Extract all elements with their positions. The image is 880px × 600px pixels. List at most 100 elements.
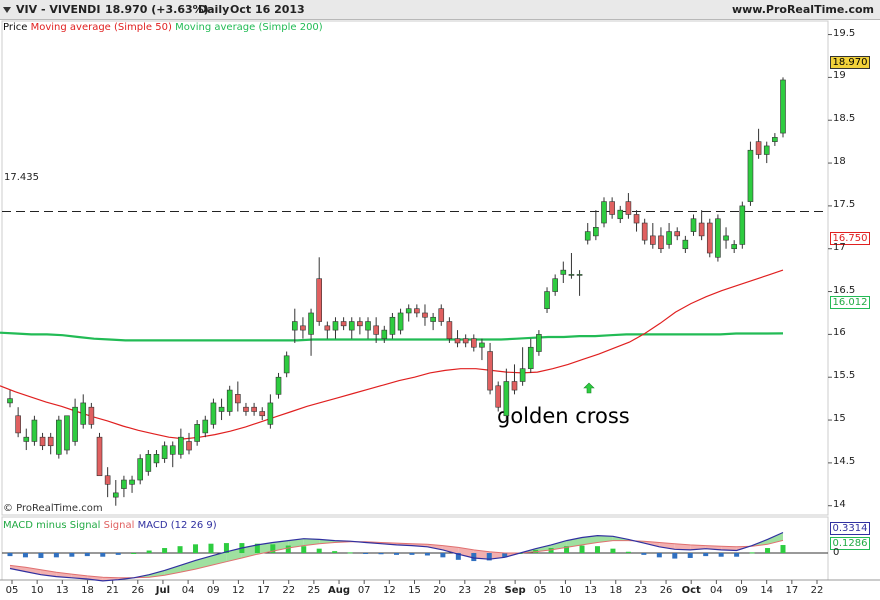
macd-hist-bar bbox=[38, 553, 44, 558]
candle-up bbox=[332, 321, 339, 331]
candle-down bbox=[373, 325, 379, 335]
macd-hist-bar bbox=[656, 553, 662, 558]
date-tick-label: 15 bbox=[408, 585, 421, 596]
candle-up bbox=[715, 218, 721, 258]
candle-down bbox=[15, 415, 21, 434]
candle-up bbox=[731, 244, 737, 250]
candle-up bbox=[202, 419, 209, 434]
date-tick-label: 18 bbox=[81, 585, 94, 596]
macd-fill bbox=[257, 542, 273, 555]
candle-up bbox=[601, 201, 607, 224]
candle-down bbox=[300, 325, 306, 331]
candle-up bbox=[617, 209, 624, 220]
macd-hist-bar bbox=[53, 553, 59, 558]
date-tick-label: Sep bbox=[504, 585, 526, 596]
macd-zero-label: 0 bbox=[833, 547, 840, 558]
price-tick-label: 19.5 bbox=[833, 27, 856, 39]
dropdown-arrow-icon[interactable] bbox=[3, 7, 11, 13]
macd-fill bbox=[582, 535, 598, 545]
date-tick-label: 18 bbox=[609, 585, 623, 596]
macd-hist-bar bbox=[564, 546, 570, 553]
date-tick-label: 22 bbox=[282, 585, 296, 596]
date-tick-label: 20 bbox=[433, 585, 447, 596]
macd-hist-bar bbox=[332, 551, 338, 553]
candle-down bbox=[609, 201, 615, 215]
macd-hist-bar bbox=[394, 553, 399, 555]
price-tick-label: 19 bbox=[833, 70, 846, 82]
legend-price: Price bbox=[3, 22, 28, 33]
date-tick-label: 04 bbox=[181, 585, 195, 596]
site-url[interactable]: www.ProRealTime.com bbox=[731, 3, 874, 16]
candle-up bbox=[23, 436, 30, 442]
date-tick-label: 22 bbox=[810, 585, 824, 596]
macd-fill bbox=[442, 545, 459, 555]
date-tick-label: 21 bbox=[106, 585, 119, 596]
macd-hist-bar bbox=[780, 545, 786, 553]
price-legend: Price Moving average (Simple 50) Moving … bbox=[3, 22, 323, 33]
price-tick-label: 14 bbox=[833, 498, 846, 510]
candle-up bbox=[194, 424, 200, 442]
candle-up bbox=[690, 218, 697, 232]
candle-down bbox=[186, 441, 192, 451]
candle-up bbox=[519, 368, 526, 382]
candle-up bbox=[365, 321, 371, 331]
candle-down bbox=[324, 325, 331, 331]
legend-macd-hist: MACD minus Signal bbox=[3, 520, 101, 531]
macd-hist-bar bbox=[100, 553, 106, 557]
macd-hist-bar bbox=[84, 553, 90, 557]
macd-hist-bar bbox=[765, 548, 771, 553]
candle-down bbox=[454, 338, 461, 344]
macd-fill bbox=[674, 543, 691, 550]
candle-up bbox=[584, 231, 591, 241]
macd-value-box: 0.3314 bbox=[830, 522, 870, 535]
ma200-line bbox=[0, 331, 784, 342]
candle-down bbox=[438, 308, 445, 322]
candle-down bbox=[243, 406, 249, 412]
candle-up bbox=[763, 145, 770, 155]
macd-hist-bar bbox=[378, 553, 384, 555]
candle-up bbox=[479, 342, 485, 348]
macd-hist-bar bbox=[131, 553, 137, 554]
candle-up bbox=[275, 376, 282, 395]
date-tick-label: 10 bbox=[559, 585, 572, 596]
date-tick-label: 26 bbox=[659, 585, 673, 596]
candle-up bbox=[780, 79, 786, 134]
candle-up bbox=[397, 312, 404, 331]
candle-down bbox=[259, 411, 266, 417]
date-tick-label: 17 bbox=[785, 585, 799, 596]
macd-hist-bar bbox=[718, 553, 724, 557]
date-tick-label: 05 bbox=[5, 585, 19, 596]
annotation-golden-cross: golden cross bbox=[497, 404, 630, 428]
date-tick-label: 09 bbox=[735, 585, 748, 596]
price-tick-label: 16.5 bbox=[833, 284, 856, 296]
candle-up bbox=[31, 419, 38, 442]
candle-up bbox=[739, 205, 746, 245]
macd-fill bbox=[721, 546, 737, 551]
candle-up bbox=[381, 329, 388, 339]
macd-line bbox=[9, 531, 784, 582]
legend-signal: Signal bbox=[103, 520, 135, 531]
candle-up bbox=[7, 398, 13, 404]
macd-fill bbox=[458, 547, 474, 558]
candle-down bbox=[446, 321, 453, 339]
candle-up bbox=[527, 346, 534, 369]
candle-down bbox=[641, 222, 648, 241]
macd-hist-bar bbox=[285, 545, 291, 553]
candle-down bbox=[47, 436, 54, 447]
legend-ma50: Moving average (Simple 50) bbox=[30, 22, 172, 33]
macd-hist-bar bbox=[177, 546, 183, 553]
candle-up bbox=[389, 316, 396, 335]
chart-header: VIV - VIVENDI 18.970 (+3.63%) Daily Oct … bbox=[0, 0, 880, 20]
candle-down bbox=[706, 222, 713, 254]
candle-up bbox=[153, 454, 160, 464]
macd-hist-bar bbox=[610, 548, 616, 553]
macd-hist-bar bbox=[347, 552, 353, 554]
candle-down bbox=[755, 141, 762, 155]
date-tick-label: 05 bbox=[533, 585, 547, 596]
legend-ma200: Moving average (Simple 200) bbox=[175, 22, 323, 33]
candle-up bbox=[129, 479, 135, 485]
date-tick-label: 13 bbox=[55, 585, 69, 596]
date-tick-label: 12 bbox=[382, 585, 396, 596]
candle-up bbox=[308, 312, 314, 335]
